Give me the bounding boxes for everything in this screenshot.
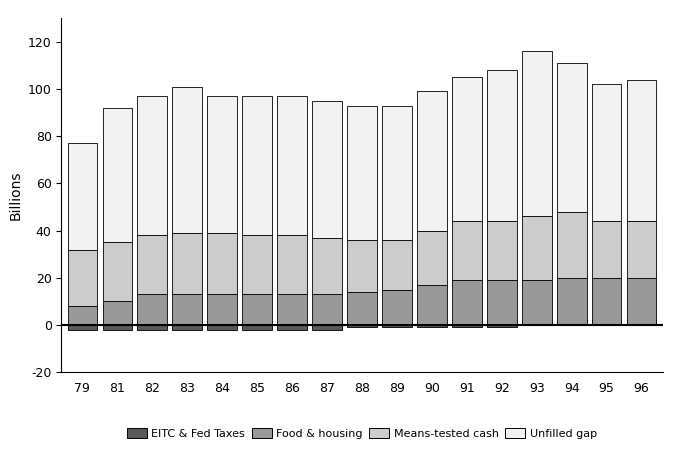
Bar — [591, 321, 622, 325]
Bar — [312, 238, 342, 294]
Legend: EITC & Fed Taxes, Food & housing, Means-tested cash, Unfilled gap: EITC & Fed Taxes, Food & housing, Means-… — [122, 424, 602, 444]
Bar — [137, 235, 167, 294]
Bar — [557, 321, 587, 325]
Bar — [172, 325, 202, 330]
Bar — [382, 325, 412, 327]
Bar — [347, 105, 377, 240]
Bar — [522, 217, 552, 280]
Bar — [591, 278, 622, 325]
Bar — [242, 294, 272, 325]
Bar — [68, 143, 97, 250]
Bar — [172, 87, 202, 233]
Bar — [591, 84, 622, 221]
Bar — [242, 96, 272, 235]
Bar — [242, 325, 272, 330]
Bar — [591, 221, 622, 278]
Bar — [68, 250, 97, 306]
Bar — [208, 325, 237, 330]
Bar — [102, 325, 133, 330]
Bar — [208, 233, 237, 294]
Bar — [557, 212, 587, 278]
Bar — [137, 96, 167, 235]
Bar — [277, 235, 307, 294]
Bar — [68, 325, 97, 330]
Bar — [312, 294, 342, 325]
Bar — [172, 233, 202, 294]
Bar — [102, 108, 133, 242]
Bar — [417, 231, 447, 285]
Bar — [487, 280, 516, 325]
Bar — [487, 70, 516, 221]
Bar — [242, 235, 272, 294]
Bar — [627, 79, 656, 221]
Bar — [172, 294, 202, 325]
Bar — [277, 96, 307, 235]
Bar — [68, 306, 97, 325]
Bar — [627, 278, 656, 325]
Bar — [452, 280, 482, 325]
Bar — [522, 280, 552, 325]
Bar — [382, 240, 412, 290]
Bar — [137, 325, 167, 330]
Bar — [522, 51, 552, 217]
Bar — [452, 77, 482, 221]
Bar — [382, 105, 412, 240]
Bar — [627, 221, 656, 278]
Bar — [452, 325, 482, 327]
Bar — [417, 285, 447, 325]
Bar — [208, 294, 237, 325]
Bar — [347, 325, 377, 327]
Bar — [137, 294, 167, 325]
Bar — [487, 221, 516, 280]
Bar — [417, 91, 447, 231]
Bar — [102, 301, 133, 325]
Bar — [487, 325, 516, 327]
Bar — [557, 278, 587, 325]
Bar — [277, 325, 307, 330]
Bar — [277, 294, 307, 325]
Bar — [347, 240, 377, 292]
Bar — [347, 292, 377, 325]
Bar — [312, 325, 342, 330]
Bar — [102, 242, 133, 301]
Bar — [452, 221, 482, 280]
Bar — [522, 321, 552, 325]
Bar — [417, 325, 447, 327]
Bar — [557, 63, 587, 212]
Bar — [312, 101, 342, 238]
Bar — [208, 96, 237, 233]
Y-axis label: Billions: Billions — [8, 170, 23, 220]
Bar — [627, 321, 656, 325]
Bar — [382, 290, 412, 325]
